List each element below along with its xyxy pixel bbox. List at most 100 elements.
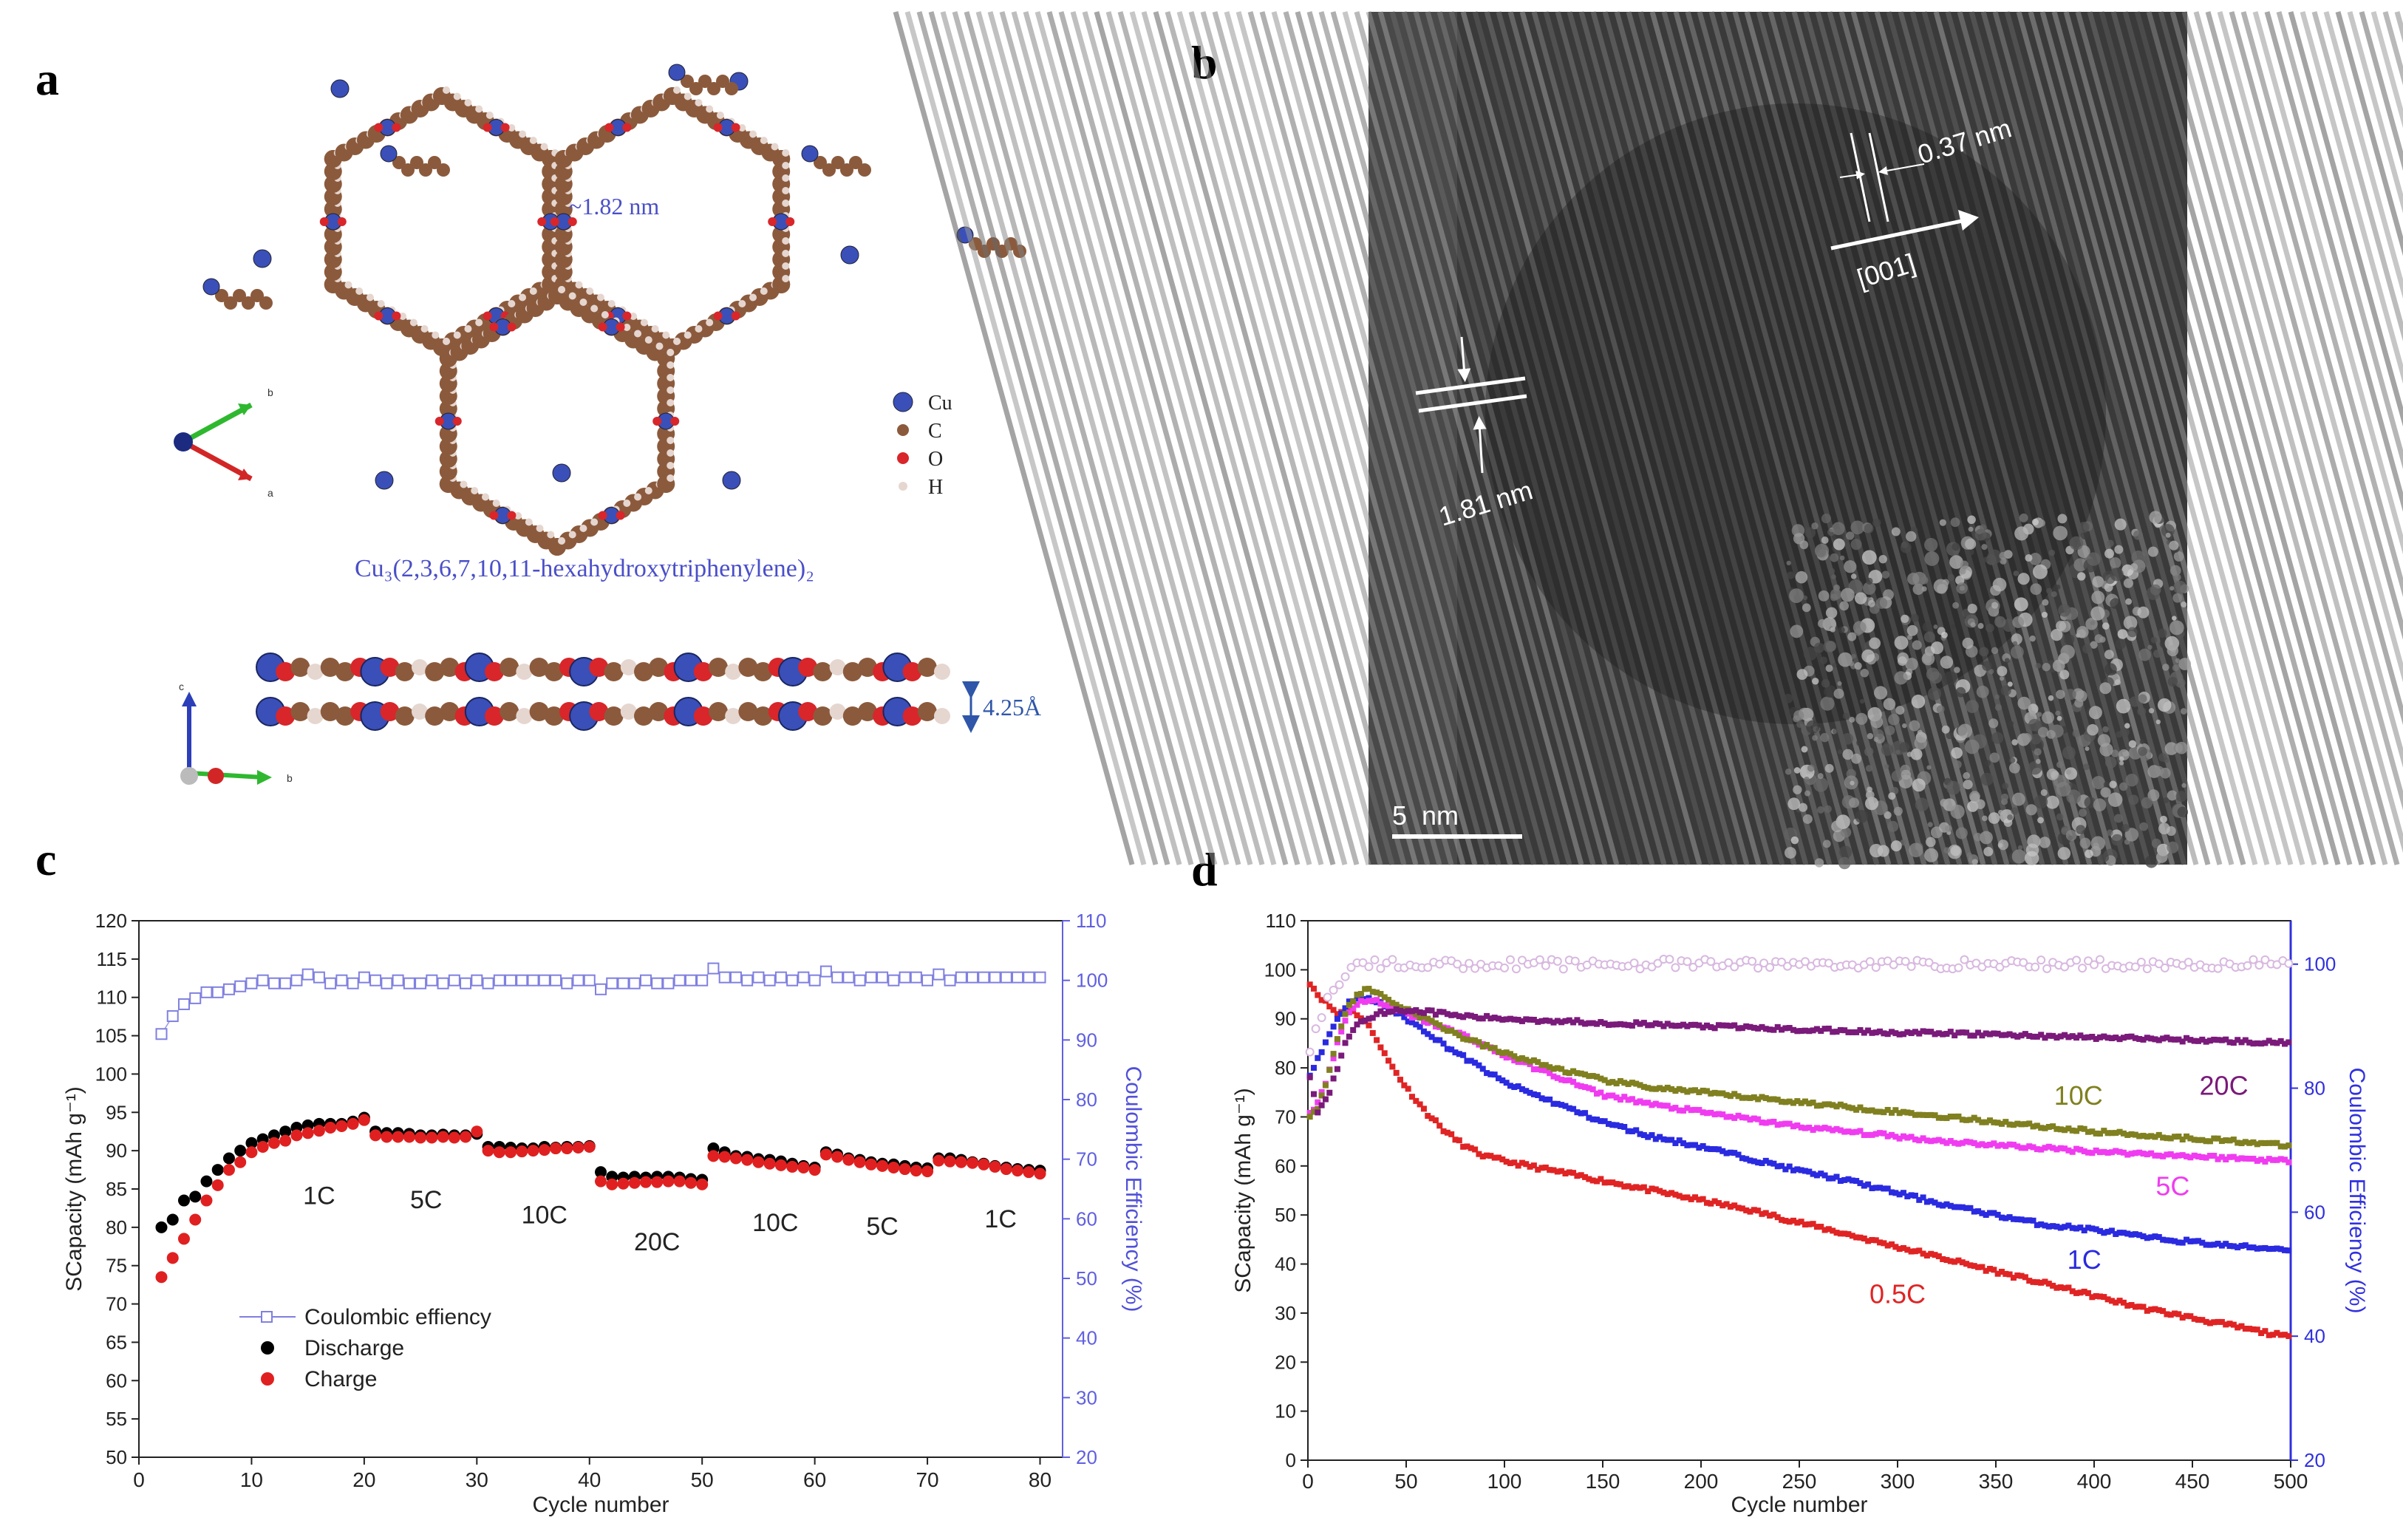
data-point-charge <box>324 1122 337 1134</box>
data-point-discharge <box>245 1137 258 1149</box>
side-view-atom <box>917 658 937 677</box>
data-point-5c <box>1578 1083 1584 1089</box>
data-point-charge <box>628 1176 641 1189</box>
data-point-1c <box>1818 1171 1824 1177</box>
data-point-20c <box>2250 1040 2257 1047</box>
data-point-10c <box>1594 1074 1601 1080</box>
data-point-0-5c <box>1813 1224 1820 1230</box>
y-tick-label-d: 70 <box>1275 1105 1296 1128</box>
data-point-20c <box>1923 1029 1930 1035</box>
data-point-1c <box>2282 1247 2288 1253</box>
data-point-10c <box>2199 1137 2206 1143</box>
tem-noise <box>2138 694 2147 703</box>
data-point-coulombic-effiency <box>538 974 551 987</box>
data-point-coulombic-efficiency <box>1500 963 1509 972</box>
data-point-charge <box>335 1120 348 1132</box>
data-point-10c <box>1369 989 1376 995</box>
data-point-coulombic-effiency <box>516 974 528 987</box>
tem-noise <box>2017 696 2031 710</box>
tem-noise <box>1790 624 1804 638</box>
data-point-20c <box>1649 1022 1655 1029</box>
data-point-5c <box>1813 1125 1820 1131</box>
data-point-10c <box>1487 1045 1494 1052</box>
tem-fringe <box>2087 11 2329 865</box>
tem-noise <box>2011 807 2019 815</box>
data-point-1c <box>1959 1204 1966 1210</box>
tem-noise <box>2000 676 2005 681</box>
data-point-10c <box>1629 1080 1635 1086</box>
data-point-20c <box>2030 1033 2036 1040</box>
data-point-1c <box>1813 1172 1820 1179</box>
data-point-5c <box>1747 1117 1753 1123</box>
data-point-10c <box>1916 1111 1923 1118</box>
tem-noise <box>1945 825 1952 832</box>
data-point-20c <box>1833 1029 1840 1035</box>
data-point-1c <box>1609 1122 1616 1128</box>
data-point-20c <box>1884 1031 1891 1038</box>
data-point-0-5c <box>1601 1179 1608 1186</box>
data-point-0-5c <box>1943 1257 1950 1264</box>
data-point-0-5c <box>1609 1179 1616 1186</box>
tem-noise <box>1962 637 1974 650</box>
y-tick-label-c: 110 <box>97 987 127 1009</box>
tem-noise <box>1812 735 1819 741</box>
data-point-20c <box>1310 1091 1317 1097</box>
data-point-coulombic-efficiency <box>1552 956 1562 966</box>
data-point-coulombic-efficiency <box>1470 964 1480 973</box>
data-point-1c <box>1837 1178 1844 1185</box>
data-point-20c <box>1362 1017 1368 1023</box>
tem-noise <box>2110 598 2121 609</box>
tem-noise <box>2056 813 2064 821</box>
tem-noise <box>1952 602 1960 609</box>
data-point-10c <box>2108 1130 2115 1137</box>
tem-noise <box>1922 622 1932 632</box>
tem-noise <box>1848 660 1854 667</box>
tem-noise <box>1902 723 1907 729</box>
framework-h-atom <box>460 480 468 488</box>
tem-noise <box>2037 712 2042 717</box>
tem-noise <box>2017 845 2023 851</box>
tem-noise <box>2104 548 2115 559</box>
data-point-20c <box>1566 1017 1572 1023</box>
data-point-20c <box>1841 1027 1848 1034</box>
framework-h-atom <box>667 462 675 469</box>
data-point-20c <box>1652 1020 1659 1026</box>
data-point-1c <box>1692 1142 1699 1148</box>
data-point-5c <box>1802 1125 1808 1131</box>
data-point-1c <box>1940 1202 1946 1209</box>
data-point-charge <box>967 1156 979 1169</box>
data-point-charge <box>819 1148 832 1161</box>
data-point-10c <box>1940 1114 1946 1121</box>
side-view-atom <box>902 662 922 681</box>
framework-h-atom <box>590 518 599 526</box>
side-view-atom <box>725 664 742 680</box>
data-point-1c <box>1932 1199 1938 1206</box>
tem-noise <box>1909 720 1920 732</box>
data-point-5c <box>2223 1156 2229 1163</box>
data-point-0-5c <box>1598 1176 1604 1182</box>
x-tick-label-d: 100 <box>1487 1470 1522 1493</box>
data-point-1c <box>1338 1011 1345 1018</box>
data-point-20c <box>1633 1019 1640 1026</box>
side-view-atom <box>858 658 877 677</box>
data-point-coulombic-efficiency <box>2130 962 2140 972</box>
tem-noise <box>2063 634 2075 645</box>
data-point-1c <box>1688 1142 1694 1148</box>
data-point-10c <box>1853 1106 1860 1113</box>
data-point-coulombic-effiency <box>865 971 877 984</box>
data-point-1c <box>1715 1146 1722 1153</box>
axis-label-c-bottom: c <box>179 681 184 692</box>
x-tick-label-d: 150 <box>1586 1470 1620 1493</box>
framework-h-atom <box>623 500 631 507</box>
data-point-10c <box>1538 1062 1545 1069</box>
data-point-20c <box>1916 1030 1923 1037</box>
data-point-5c <box>1664 1103 1671 1109</box>
data-point-0-5c <box>1330 1006 1337 1013</box>
tem-noise <box>2008 762 2020 774</box>
data-point-1c <box>1640 1132 1647 1139</box>
data-point-10c <box>1479 1043 1486 1050</box>
tem-noise <box>2119 756 2124 762</box>
data-point-5c <box>1751 1115 1757 1122</box>
data-point-5c <box>1743 1114 1750 1121</box>
tem-noise <box>2013 570 2019 576</box>
